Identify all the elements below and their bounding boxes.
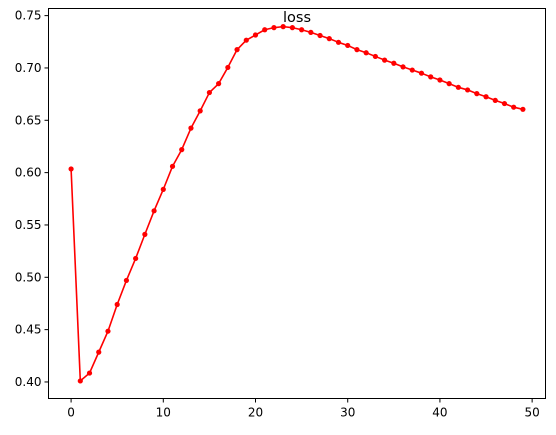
data-point: [464, 87, 471, 93]
data-point: [289, 25, 295, 31]
data-point: [335, 39, 342, 45]
data-point: [216, 81, 222, 87]
data-point: [225, 64, 231, 71]
data-point: [446, 81, 452, 87]
data-point: [308, 29, 314, 35]
data-point: [474, 91, 480, 97]
data-point: [105, 328, 111, 334]
y-tick-label: 0.50: [15, 270, 42, 284]
data-point: [483, 94, 489, 100]
data-point: [418, 70, 425, 76]
x-axis: 0 10 20 30 40 50: [67, 398, 540, 420]
data-point: [96, 349, 102, 355]
x-tick-label: 50: [524, 406, 539, 420]
data-point: [243, 37, 249, 43]
data-point: [520, 106, 526, 112]
x-tick-label: 40: [432, 406, 447, 420]
y-tick-label: 0.40: [15, 375, 42, 389]
data-point: [400, 64, 406, 70]
data-point: [68, 166, 74, 172]
data-point: [455, 84, 461, 90]
x-tick-label: 30: [340, 406, 355, 420]
data-point: [280, 24, 286, 30]
data-point: [354, 47, 360, 53]
data-point: [252, 32, 259, 38]
data-point: [151, 208, 157, 214]
axes-frame: [48, 8, 546, 399]
x-tick-label: 0: [67, 406, 75, 420]
data-point: [317, 32, 323, 39]
data-point: [234, 47, 240, 53]
y-axis: 0.40 0.45 0.50 0.55 0.60 0.65 0.70 0.75: [15, 9, 49, 389]
data-point: [345, 42, 351, 49]
y-tick-label: 0.70: [15, 61, 42, 75]
data-point: [179, 147, 185, 153]
loss-series-line: [70, 25, 524, 382]
data-point: [299, 27, 305, 33]
y-tick-label: 0.45: [15, 323, 42, 337]
y-tick-label: 0.75: [15, 9, 42, 23]
data-point: [391, 60, 397, 66]
data-point: [142, 231, 148, 237]
data-point: [114, 301, 120, 308]
data-point: [160, 186, 166, 192]
chart-title: loss: [283, 10, 311, 26]
data-point: [492, 97, 498, 103]
plot-area: [68, 24, 526, 384]
data-point: [123, 277, 130, 284]
data-point: [382, 57, 388, 63]
y-tick-label: 0.60: [15, 166, 42, 180]
data-point: [326, 36, 332, 42]
data-point: [511, 104, 517, 110]
data-point: [262, 27, 268, 33]
data-point: [206, 89, 212, 96]
x-tick-label: 10: [156, 406, 171, 420]
x-tick-label: 20: [248, 406, 263, 420]
data-point: [501, 100, 508, 107]
data-point: [77, 378, 83, 384]
data-point: [133, 255, 139, 262]
data-point: [437, 77, 443, 83]
data-point: [86, 370, 93, 376]
data-point: [372, 53, 378, 60]
data-point: [363, 50, 369, 56]
data-point: [271, 25, 277, 31]
data-point: [197, 108, 203, 114]
data-point: [409, 67, 415, 73]
y-tick-label: 0.65: [15, 113, 42, 127]
data-point: [188, 125, 194, 131]
data-point: [169, 163, 176, 169]
y-tick-label: 0.55: [15, 218, 42, 232]
data-point: [428, 74, 434, 80]
